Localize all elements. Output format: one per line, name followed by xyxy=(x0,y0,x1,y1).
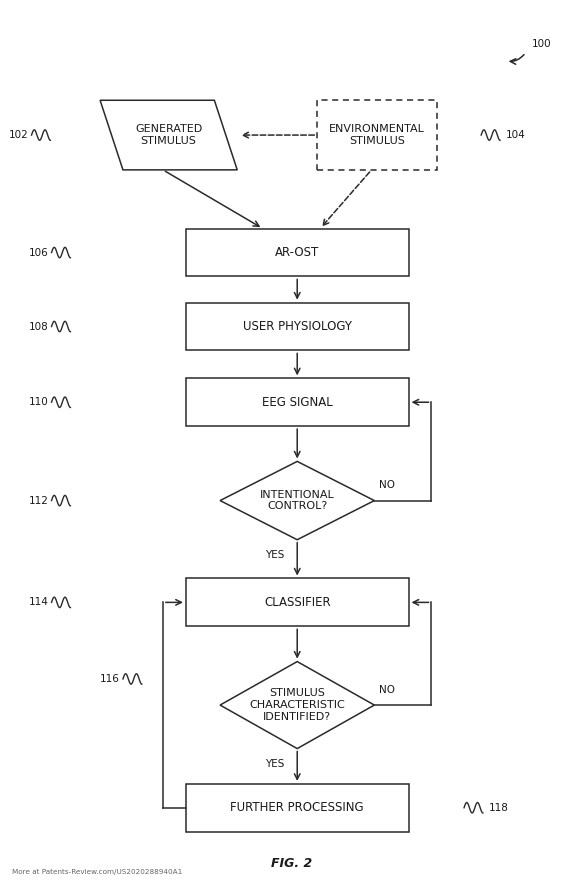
Text: YES: YES xyxy=(265,551,284,560)
Bar xyxy=(186,578,409,626)
Text: FIG. 2: FIG. 2 xyxy=(271,857,312,870)
Bar xyxy=(186,228,409,276)
Text: FURTHER PROCESSING: FURTHER PROCESSING xyxy=(230,801,364,814)
Text: NO: NO xyxy=(379,685,395,694)
Polygon shape xyxy=(100,100,237,170)
Bar xyxy=(186,303,409,351)
Text: More at Patents-Review.com/US2020288940A1: More at Patents-Review.com/US2020288940A… xyxy=(12,868,182,875)
Text: USER PHYSIOLOGY: USER PHYSIOLOGY xyxy=(243,320,352,333)
Text: GENERATED
STIMULUS: GENERATED STIMULUS xyxy=(135,124,202,146)
Text: 112: 112 xyxy=(29,496,48,505)
Text: 110: 110 xyxy=(29,397,48,408)
Text: 106: 106 xyxy=(29,248,48,258)
Text: ENVIRONMENTAL
STIMULUS: ENVIRONMENTAL STIMULUS xyxy=(329,124,425,146)
Bar xyxy=(186,784,409,832)
Text: STIMULUS
CHARACTERISTIC
IDENTIFIED?: STIMULUS CHARACTERISTIC IDENTIFIED? xyxy=(250,688,345,722)
Text: INTENTIONAL
CONTROL?: INTENTIONAL CONTROL? xyxy=(260,490,335,511)
Text: 100: 100 xyxy=(532,39,551,49)
Bar xyxy=(317,100,437,170)
Polygon shape xyxy=(220,662,374,749)
Text: 118: 118 xyxy=(489,803,508,813)
Polygon shape xyxy=(220,462,374,540)
Text: 116: 116 xyxy=(100,674,120,684)
Text: 104: 104 xyxy=(505,130,525,140)
Text: YES: YES xyxy=(265,759,284,769)
Text: AR-OST: AR-OST xyxy=(275,246,319,259)
Bar xyxy=(186,378,409,426)
Text: EEG SIGNAL: EEG SIGNAL xyxy=(262,396,332,408)
Text: 114: 114 xyxy=(29,598,48,607)
Text: CLASSIFIER: CLASSIFIER xyxy=(264,596,331,609)
Text: 108: 108 xyxy=(29,321,48,331)
Text: 102: 102 xyxy=(9,130,29,140)
Text: NO: NO xyxy=(379,480,395,490)
